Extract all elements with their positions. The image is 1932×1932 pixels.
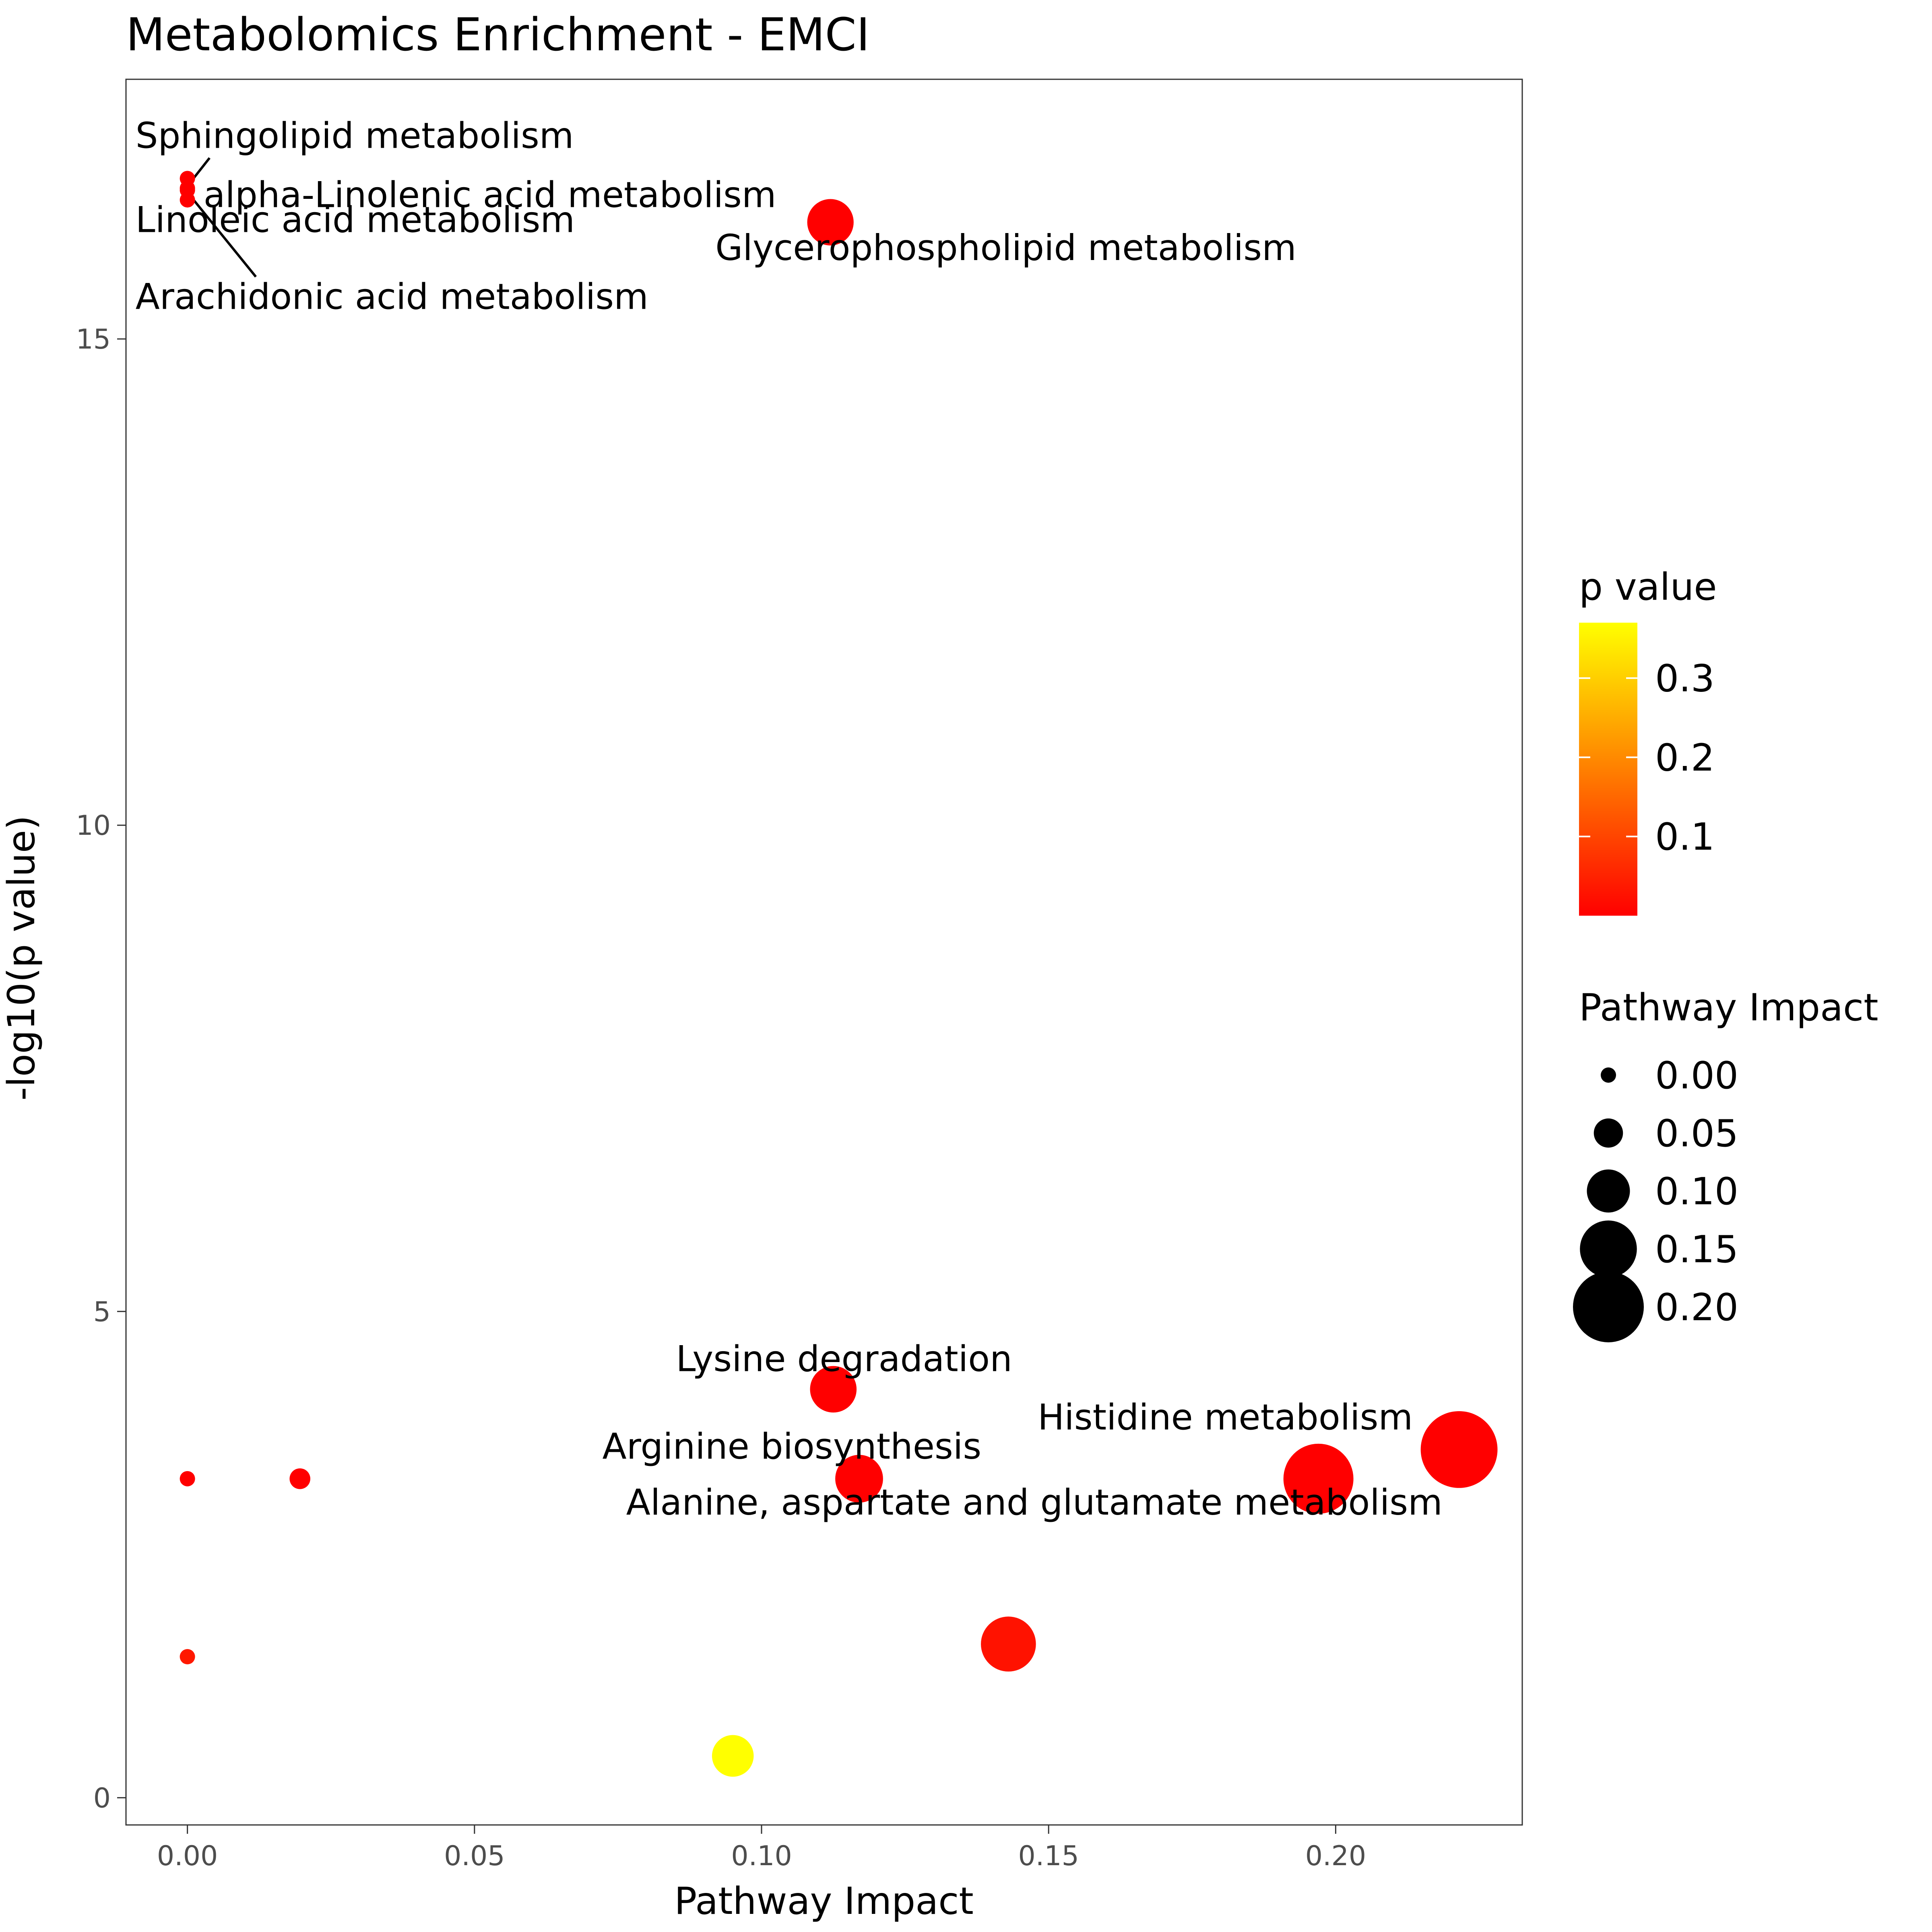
y-axis: 0 5 10 15 [76,324,126,1814]
chart-title: Metabolomics Enrichment - EMCI [126,9,870,61]
x-axis-title: Pathway Impact [674,1879,974,1923]
point-label: Histidine metabolism [1038,1396,1413,1438]
x-tick-label: 0.05 [444,1840,505,1872]
size-legend-keys: 0.00 0.05 0.10 0.15 0.20 [1573,1054,1738,1342]
size-legend: Pathway Impact 0.00 0.05 0.10 0.15 0.20 [1573,986,1878,1342]
size-legend-label: 0.15 [1655,1228,1738,1271]
data-point [810,1366,857,1413]
size-legend-key [1580,1220,1637,1278]
point-label: alpha-Linolenic acid metabolism [204,174,776,216]
size-legend-key [1593,1118,1623,1148]
point-label: Arginine biosynthesis [603,1426,982,1467]
y-tick-label: 15 [76,324,111,355]
size-legend-title: Pathway Impact [1579,986,1878,1029]
data-points [180,171,1498,1777]
color-legend-ticks: 0.1 0.2 0.3 [1579,657,1715,859]
x-axis: 0.00 0.05 0.10 0.15 0.20 [157,1825,1366,1872]
x-tick-label: 0.10 [731,1840,792,1872]
color-legend-label: 0.3 [1655,657,1715,700]
size-legend-label: 0.20 [1655,1286,1738,1329]
point-label: Glycerophospholipid metabolism [715,227,1296,268]
data-point [1283,1443,1354,1514]
size-legend-key [1587,1169,1630,1213]
data-point [180,1471,195,1486]
color-legend: p value 0.1 0.2 0.3 [1579,565,1717,916]
point-label: Arachidonic acid metabolism [136,276,648,318]
size-legend-label: 0.00 [1655,1054,1738,1097]
y-tick-label: 0 [93,1782,111,1814]
point-label: Alanine, aspartate and glutamate metabol… [626,1482,1443,1523]
data-point [180,192,195,208]
data-point [807,199,854,246]
point-label: Sphingolipid metabolism [136,115,574,156]
data-point [981,1616,1036,1672]
y-axis-title: -log10(p value) [0,815,43,1101]
y-tick-label: 5 [93,1296,111,1328]
data-point [289,1468,310,1489]
x-tick-label: 0.20 [1305,1840,1366,1872]
point-labels: Sphingolipid metabolism alpha-Linolenic a… [136,115,1443,1523]
x-tick-label: 0.00 [157,1840,218,1872]
data-point [180,180,195,196]
size-legend-key [1601,1067,1616,1083]
leader-line [186,191,257,278]
data-point [180,1649,195,1665]
size-legend-label: 0.05 [1655,1112,1738,1155]
data-point [835,1455,883,1503]
plot-border [125,78,1523,1826]
point-label: Linoleic acid metabolism [136,199,575,240]
color-legend-label: 0.1 [1655,815,1715,859]
size-legend-key [1573,1271,1644,1342]
point-label: Lysine degradation [676,1338,1012,1380]
color-bar [1579,623,1637,916]
color-legend-label: 0.2 [1655,736,1715,779]
y-tick-label: 10 [76,810,111,842]
x-tick-label: 0.15 [1018,1840,1079,1872]
color-legend-title: p value [1579,565,1717,609]
size-legend-label: 0.10 [1655,1170,1738,1213]
data-point [1420,1411,1498,1488]
data-point [712,1735,754,1777]
